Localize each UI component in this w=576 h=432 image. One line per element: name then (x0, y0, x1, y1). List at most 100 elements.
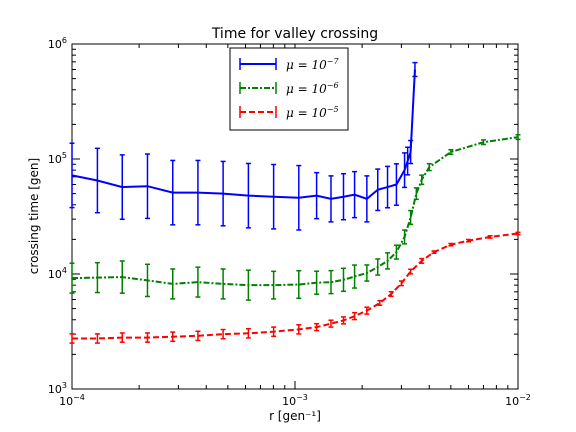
error-bar (377, 299, 383, 307)
x-tick-label: 10−2 (505, 393, 531, 408)
error-bar (314, 171, 320, 220)
axis-ticks (71, 43, 519, 390)
error-bar (296, 269, 302, 300)
error-bar (220, 160, 226, 227)
x-axis-label: r [gen⁻¹] (269, 409, 321, 423)
error-bar (405, 146, 411, 176)
error-bar (144, 153, 150, 220)
error-bar (408, 209, 414, 226)
error-bar (402, 152, 408, 189)
error-bar (296, 324, 302, 335)
error-bar (314, 270, 320, 295)
error-bar (245, 269, 251, 301)
series-line (72, 232, 519, 340)
legend-entry: μ = 10−7 (239, 57, 339, 72)
error-bar (408, 139, 414, 165)
error-bar (466, 238, 472, 243)
legend-label: μ = 10−7 (286, 57, 339, 72)
error-bar (69, 142, 75, 209)
error-bar (94, 261, 100, 294)
error-bar (364, 264, 370, 282)
error-bar (375, 258, 381, 276)
error-bar (352, 311, 358, 321)
error-bar (393, 244, 399, 260)
error-bar (195, 330, 201, 342)
error-bar (515, 134, 521, 141)
tick-labels: 10−4 10−3 10−2 103 104 105 106 (48, 36, 531, 408)
error-bar (296, 164, 302, 231)
error-bar (385, 252, 391, 270)
error-bar (385, 165, 391, 209)
y-tick-label: 103 (48, 381, 67, 396)
error-bar (413, 187, 419, 201)
error-bar (375, 168, 381, 212)
error-bar (271, 326, 277, 338)
error-bar (144, 263, 150, 298)
series-1 (69, 61, 418, 231)
error-bar (412, 61, 418, 78)
error-bar (340, 172, 346, 221)
legend-entry: μ = 10−5 (239, 105, 339, 120)
error-bar (119, 154, 125, 221)
error-bar (195, 266, 201, 298)
y-axis-label: crossing time [gen] (27, 158, 41, 274)
legend-entry: μ = 10−6 (239, 81, 339, 96)
error-bar (340, 267, 346, 293)
error-bar (408, 268, 414, 275)
error-bar (398, 280, 404, 287)
error-bar (328, 319, 334, 328)
error-bar (515, 231, 521, 236)
error-bar (352, 170, 358, 219)
error-bar (364, 306, 370, 315)
error-bar (245, 162, 251, 229)
error-bar (388, 290, 394, 298)
error-bar (220, 328, 226, 340)
series-line (71, 136, 519, 287)
error-bar (314, 322, 320, 332)
x-tick-label: 10−4 (59, 393, 85, 408)
y-tick-label: 104 (48, 266, 67, 281)
error-bar (480, 139, 486, 146)
series-line (71, 69, 416, 201)
error-bar (364, 175, 370, 223)
series-3 (69, 231, 521, 344)
error-bar (271, 163, 277, 230)
error-bar (271, 270, 277, 300)
error-bar (402, 229, 408, 245)
error-bar (328, 175, 334, 223)
error-bar (195, 159, 201, 226)
error-bar (487, 235, 493, 239)
error-bar (419, 174, 425, 186)
error-bar (245, 327, 251, 339)
y-tick-label: 106 (48, 36, 67, 51)
y-tick-label: 105 (48, 151, 67, 166)
error-bar (393, 163, 399, 206)
series-layer (69, 61, 521, 344)
legend: μ = 10−7 μ = 10−6 μ = 10−5 (229, 47, 349, 131)
error-bar (94, 333, 100, 344)
series-2 (69, 134, 521, 301)
x-tick-label: 10−3 (282, 393, 308, 408)
error-bar (448, 242, 454, 247)
legend-label: μ = 10−5 (286, 105, 339, 120)
error-bar (69, 333, 75, 344)
error-bar (144, 332, 150, 343)
error-bar (419, 257, 425, 264)
error-bar (170, 331, 176, 343)
error-bar (170, 159, 176, 226)
error-bar (340, 316, 346, 325)
error-bar (94, 147, 100, 214)
chart-title: Time for valley crossing (211, 26, 378, 42)
error-bar (69, 262, 75, 294)
error-bar (426, 162, 432, 172)
error-bar (431, 250, 437, 255)
error-bar (448, 148, 454, 156)
error-bar (170, 268, 176, 300)
error-bar (119, 260, 125, 294)
error-bar (119, 332, 125, 343)
legend-label: μ = 10−6 (286, 81, 339, 96)
error-bar (352, 264, 358, 289)
error-bar (328, 269, 334, 295)
error-bar (220, 268, 226, 300)
